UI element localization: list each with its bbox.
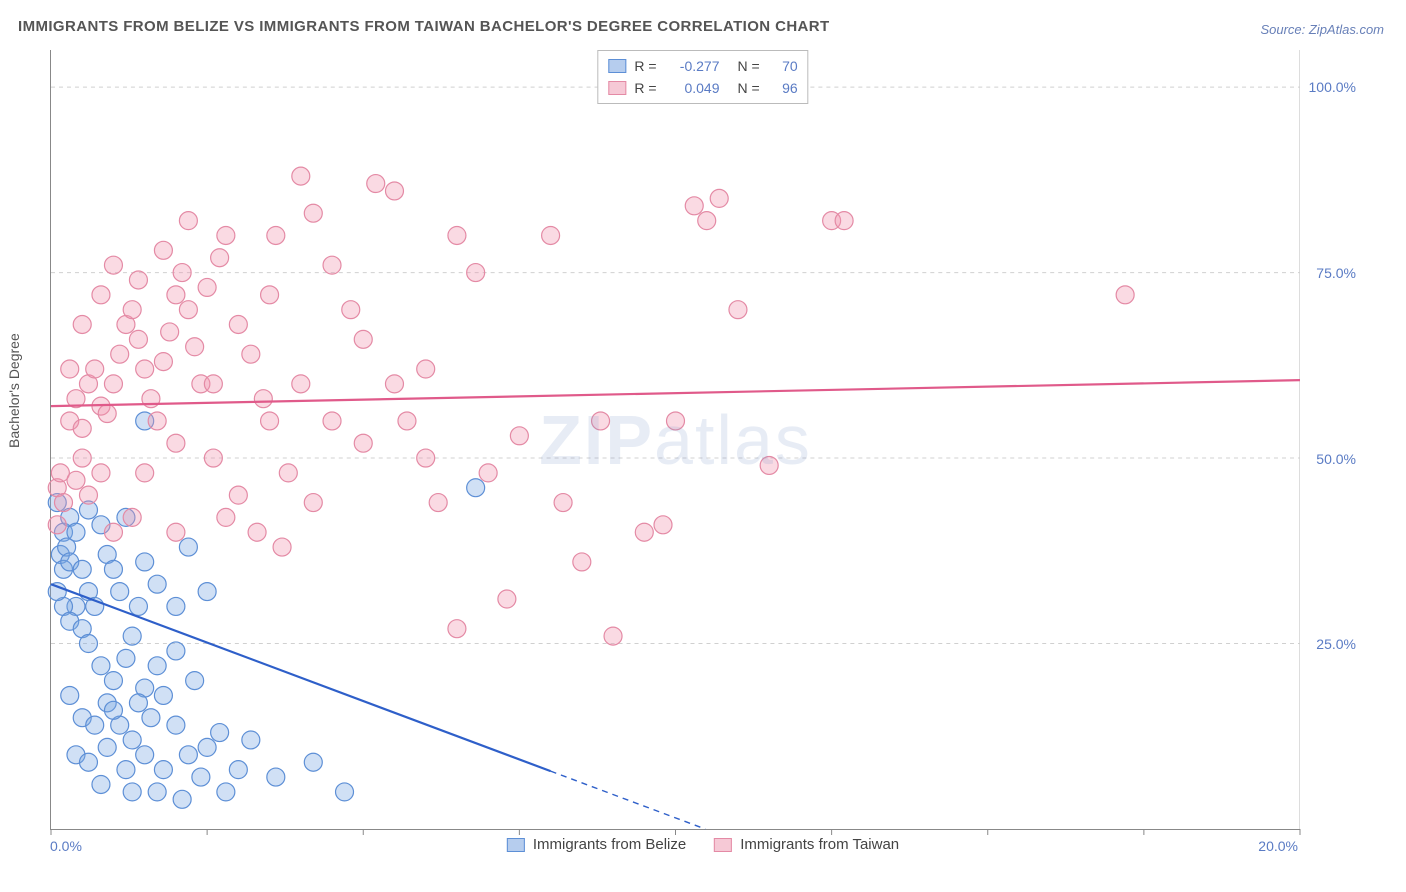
legend-label-taiwan: Immigrants from Taiwan xyxy=(740,836,899,853)
y-tick-label: 25.0% xyxy=(1316,636,1356,652)
legend-label-belize: Immigrants from Belize xyxy=(533,836,686,853)
x-tick-last: 20.0% xyxy=(1258,838,1298,854)
y-axis-label: Bachelor's Degree xyxy=(6,333,22,448)
legend-row-belize: R = -0.277 N = 70 xyxy=(608,55,797,77)
r-value-belize: -0.277 xyxy=(665,55,720,77)
correlation-legend: R = -0.277 N = 70 R = 0.049 N = 96 xyxy=(597,50,808,104)
legend-item-belize: Immigrants from Belize xyxy=(507,836,686,853)
swatch-taiwan-bottom xyxy=(714,838,732,852)
swatch-belize-bottom xyxy=(507,838,525,852)
n-value-belize: 70 xyxy=(768,55,798,77)
n-value-taiwan: 96 xyxy=(768,77,798,99)
r-value-taiwan: 0.049 xyxy=(665,77,720,99)
y-tick-label: 75.0% xyxy=(1316,265,1356,281)
source-attribution: Source: ZipAtlas.com xyxy=(1260,22,1384,37)
x-tick-first: 0.0% xyxy=(50,838,82,854)
legend-item-taiwan: Immigrants from Taiwan xyxy=(714,836,899,853)
plot-svg xyxy=(51,50,1300,829)
swatch-belize xyxy=(608,59,626,73)
swatch-taiwan xyxy=(608,81,626,95)
chart-container: IMMIGRANTS FROM BELIZE VS IMMIGRANTS FRO… xyxy=(0,0,1406,892)
series-legend: Immigrants from Belize Immigrants from T… xyxy=(507,836,899,853)
chart-title: IMMIGRANTS FROM BELIZE VS IMMIGRANTS FRO… xyxy=(18,18,830,35)
y-tick-label: 100.0% xyxy=(1309,79,1356,95)
legend-row-taiwan: R = 0.049 N = 96 xyxy=(608,77,797,99)
plot-area: ZIPatlas xyxy=(50,50,1300,830)
y-tick-label: 50.0% xyxy=(1316,451,1356,467)
